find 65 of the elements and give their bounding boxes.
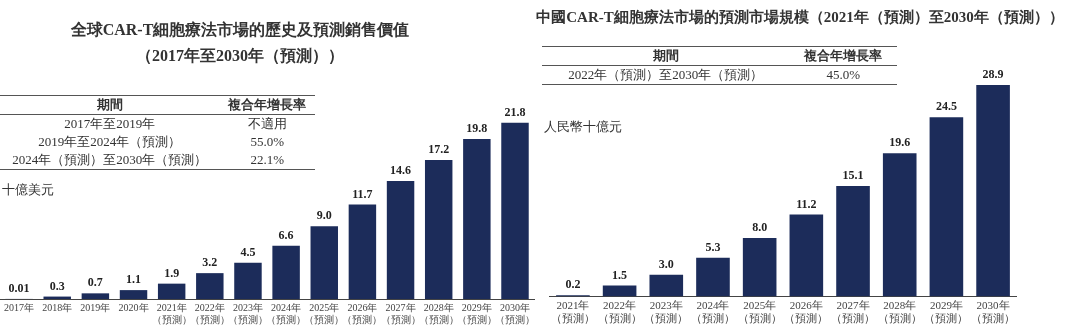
x-tick-label: 2027年（預測） [380,301,421,325]
annotation: 2019年至2024年（預測） [37,133,183,151]
x-tick-label: 2018年 [42,301,73,313]
data-label: 28.9 [982,67,1004,82]
text: 2022年（預測）至2030年（預測） [542,65,790,85]
x-tick-label: 2022年（預測） [189,301,230,325]
text: 45.0% [789,65,897,85]
x-tick-label: 2019年 [80,301,111,313]
x-tick-label: 2028年（預測） [418,301,459,325]
data-label: 19.8 [466,121,488,136]
data-label: 4.5 [240,244,256,259]
chart-subtitle: （2017年至2030年（預測）） [135,46,345,66]
data-label: 3.2 [202,255,218,270]
text: 複合年增長率 [219,95,315,115]
x-tick-label: 2029年（預測） [924,299,969,325]
data-label: 15.1 [842,168,864,183]
chart-title: 全球CAR-T細胞療法市場的歷史及預測銷售價值 [69,20,411,40]
x-tick-label: 2023年（預測） [644,299,689,325]
x-tick-label: 2020年 [118,301,149,313]
x-tick-label: 2027年（預測） [831,299,876,325]
annotation: 55.0% [249,133,286,151]
data-label: 5.3 [705,239,721,254]
annotation: 2017年至2019年 [63,115,157,133]
data-label: 0.01 [8,281,30,296]
data-label: 1.5 [612,267,628,282]
data-label: 19.6 [889,135,911,150]
data-label: 0.3 [49,278,65,293]
x-tick-label: 2021年（預測） [151,301,192,325]
x-tick-label: 2030年（預測） [495,301,535,325]
x-tick-label: 2023年（預測） [227,301,268,325]
text: 複合年增長率 [789,46,897,66]
data-label: 6.6 [278,227,294,242]
data-label: 0.7 [87,275,103,290]
y-axis-title: 人民幣十億元 [544,118,622,136]
data-label: 1.1 [126,272,142,287]
data-label: 11.2 [796,196,817,211]
x-tick-label: 2024年（預測） [690,299,735,325]
x-tick-label: 2029年（預測） [456,301,497,325]
x-tick-label: 2028年（預測） [877,299,922,325]
data-label: 0.2 [565,277,581,292]
data-label: 1.9 [164,265,180,280]
x-tick-label: 2025年（預測） [737,299,782,325]
data-label: 9.0 [316,208,332,223]
data-label: 17.2 [428,142,450,157]
annotation: 不適用 [246,115,288,133]
x-tick-label: 2026年（預測） [784,299,829,325]
x-tick-label: 2017年 [4,301,35,313]
data-label: 24.5 [935,99,957,114]
x-tick-label: 2022年（預測） [597,299,642,325]
data-label: 21.8 [504,104,526,119]
x-tick-label: 2021年（預測） [550,299,595,325]
data-label: 14.6 [390,163,412,178]
x-tick-label: 2025年（預測） [304,301,345,325]
chart-title: 中國CAR-T細胞療法市場的預測市場規模（2021年（預測）至2030年（預測）） [535,8,1065,27]
x-tick-label: 2026年（預測） [342,301,383,325]
text: 期間 [542,46,790,66]
x-tick-label: 2024年（預測） [266,301,307,325]
annotation: 2024年（預測）至2030年（預測） [0,151,220,170]
text: 期間 [0,95,220,115]
data-label: 11.7 [352,186,373,201]
data-label: 8.0 [752,220,768,235]
x-tick-label: 2030年（預測） [971,299,1016,325]
y-axis-title: 十億美元 [2,181,54,199]
annotation: 22.1% [219,151,315,170]
data-label: 3.0 [658,256,674,271]
